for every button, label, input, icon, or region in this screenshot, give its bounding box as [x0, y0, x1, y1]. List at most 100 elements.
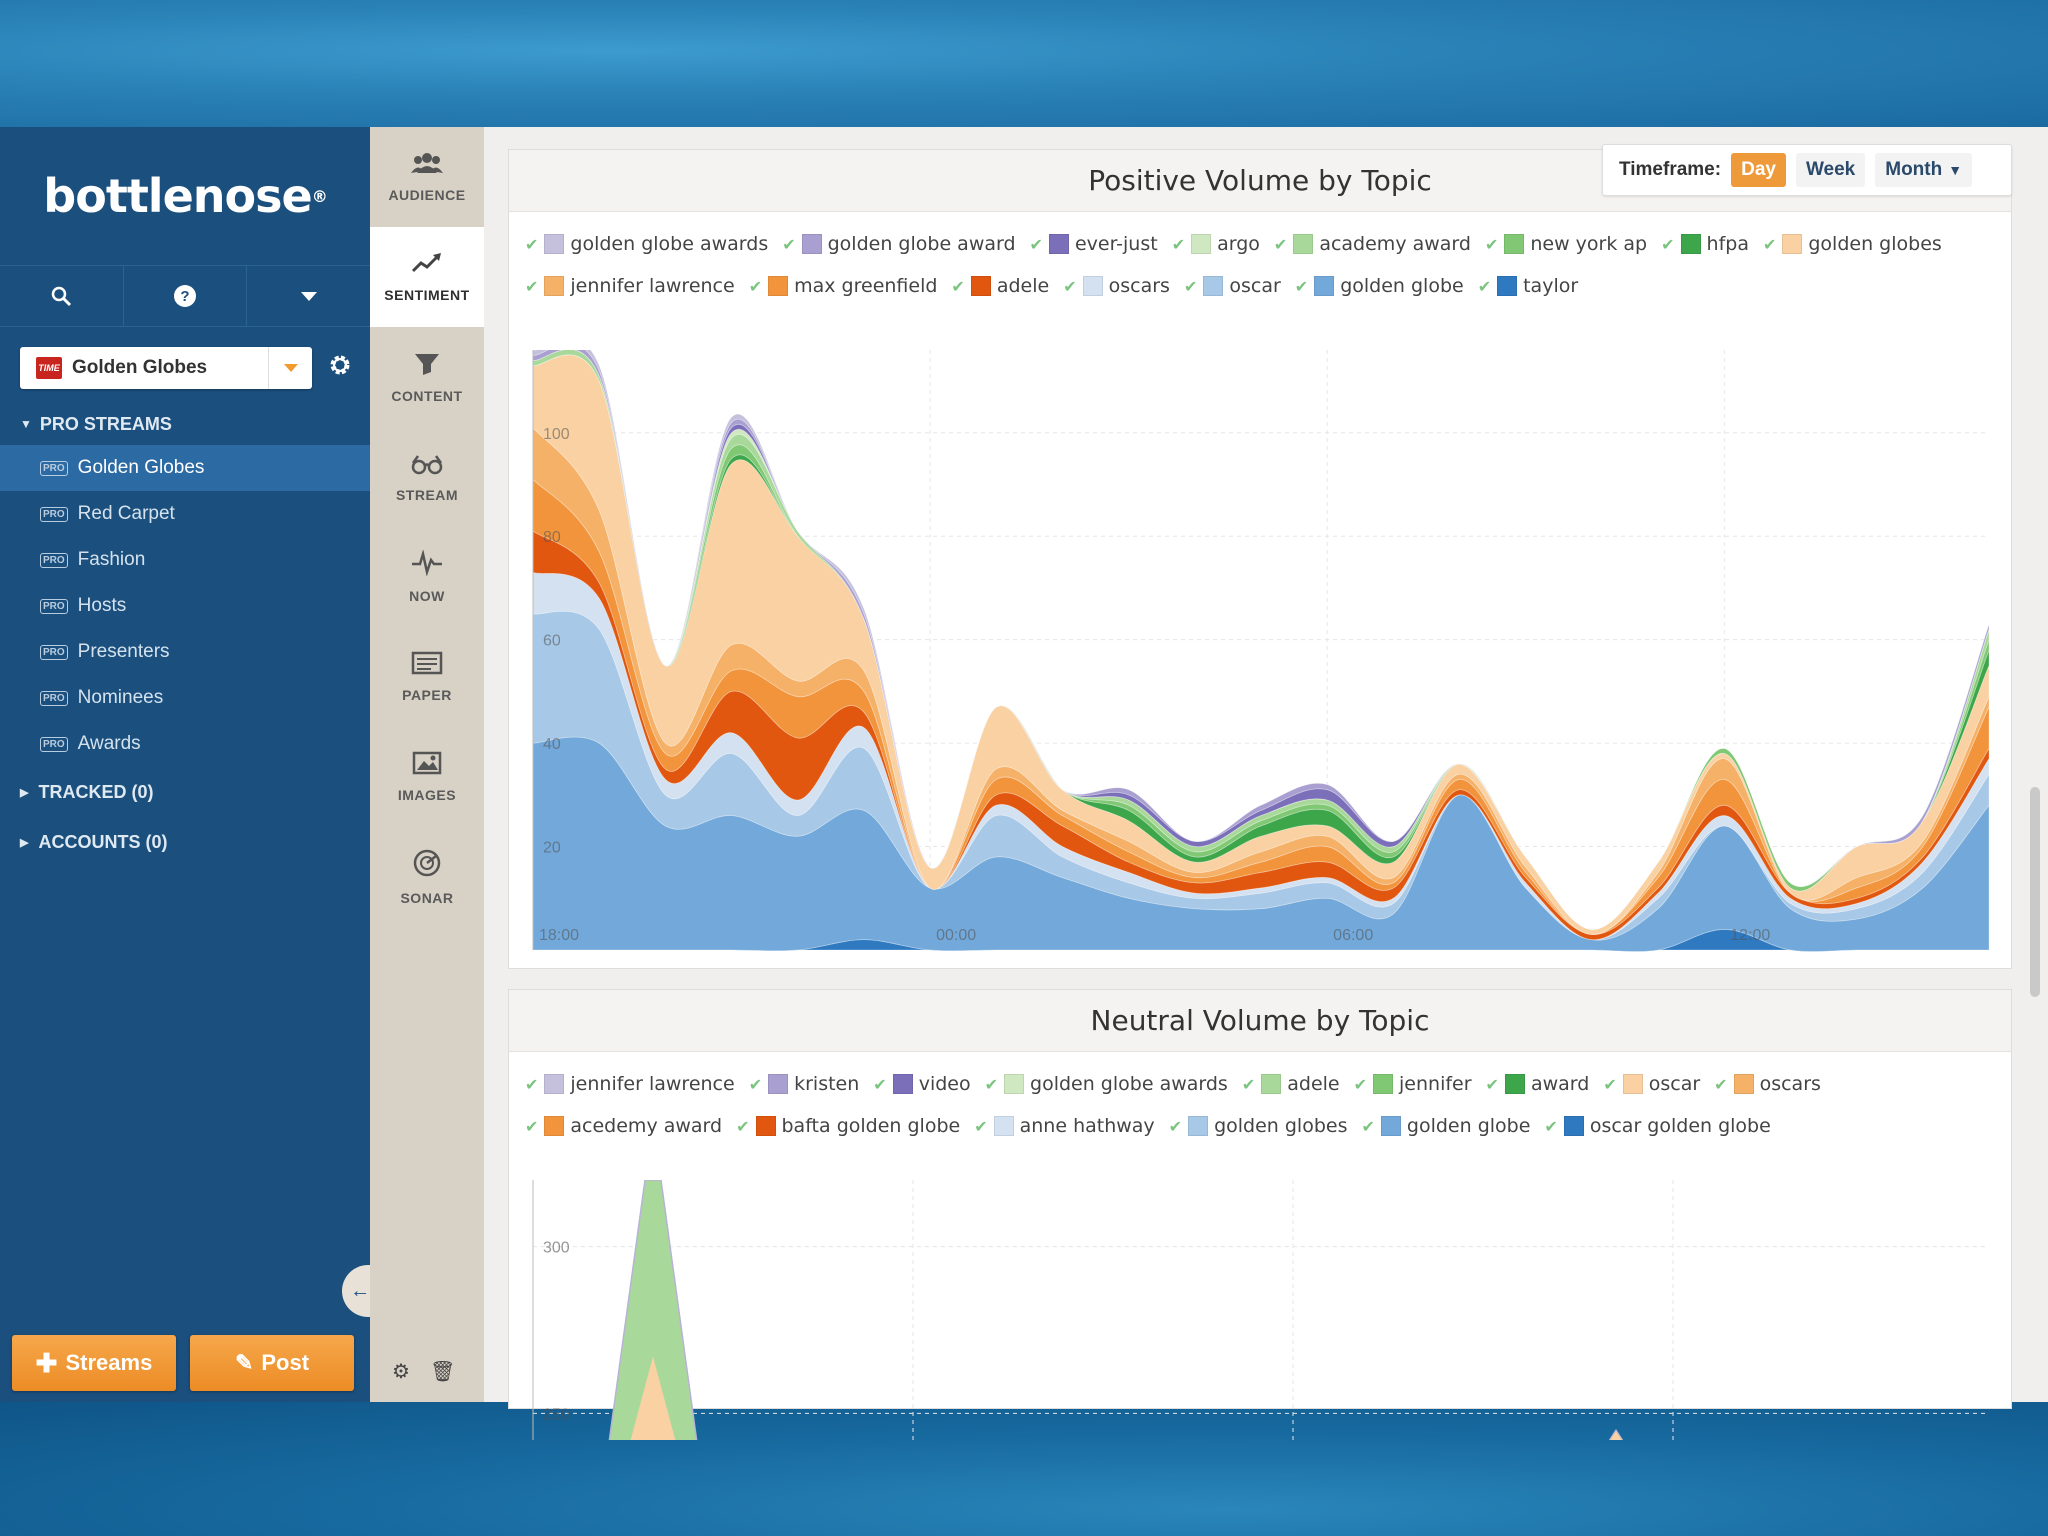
stream-item-nominees[interactable]: PRO Nominees	[0, 675, 370, 721]
triangle-right-icon: ▶	[20, 786, 29, 799]
search-icon[interactable]	[0, 266, 124, 326]
time-logo-icon: TIME	[36, 357, 62, 379]
legend-item[interactable]: ✔ award	[1486, 1070, 1590, 1098]
timeframe-day-button[interactable]: Day	[1731, 153, 1786, 187]
stream-item-awards[interactable]: PRO Awards	[0, 721, 370, 767]
rail-item-now[interactable]: NOW	[370, 527, 484, 627]
legend-swatch	[970, 276, 991, 296]
legend-swatch	[768, 276, 789, 296]
legend-item[interactable]: ✔ anne hathway	[974, 1112, 1154, 1140]
y-tick-label: 100	[543, 426, 570, 443]
legend-item[interactable]: ✔ max greenfield	[749, 272, 938, 300]
x-tick-label: 12:00	[1730, 927, 1770, 944]
legend-item[interactable]: ✔ golden globe	[1295, 272, 1464, 300]
checkmark-icon: ✔	[1171, 234, 1186, 254]
add-streams-button[interactable]: ✚ Streams	[12, 1335, 176, 1391]
stream-dropdown[interactable]: TIME Golden Globes	[20, 347, 312, 389]
x-tick-label: 18:00	[539, 927, 579, 944]
legend-swatch	[1203, 276, 1224, 296]
pro-badge-icon: PRO	[40, 506, 68, 522]
post-button[interactable]: ✎ Post	[190, 1335, 354, 1391]
legend-item[interactable]: ✔ video	[873, 1070, 970, 1098]
checkmark-icon: ✔	[748, 276, 763, 296]
rail-item-sonar[interactable]: SONAR	[370, 827, 484, 927]
legend-label: golden globe awards	[1030, 1073, 1228, 1095]
legend-item[interactable]: ✔ hfpa	[1661, 230, 1749, 258]
rail-item-stream[interactable]: STREAM	[370, 427, 484, 527]
legend-item[interactable]: ✔ jennifer	[1354, 1070, 1472, 1098]
rail-item-content[interactable]: CONTENT	[370, 327, 484, 427]
pro-badge-icon: PRO	[40, 552, 68, 568]
legend-item[interactable]: ✔ adele	[1242, 1070, 1340, 1098]
legend-item[interactable]: ✔ golden globe award	[782, 230, 1015, 258]
positive-area-chart[interactable]: 20 40 60 80 100 18:00 00:00 06:00 12:00	[509, 350, 2013, 970]
bottlenose-logo[interactable]: bottlenose ®	[43, 169, 327, 223]
legend-item[interactable]: ✔ oscar	[1184, 272, 1281, 300]
legend-item[interactable]: ✔ new york ap	[1485, 230, 1647, 258]
legend-item[interactable]: ✔ oscars	[1063, 272, 1170, 300]
help-icon[interactable]: ?	[124, 266, 248, 326]
rail-item-sentiment[interactable]: SENTIMENT	[370, 227, 484, 327]
y-tick-label: 40	[543, 736, 561, 753]
rail-item-paper[interactable]: PAPER	[370, 627, 484, 727]
legend-label: hfpa	[1706, 233, 1749, 255]
legend-item[interactable]: ✔ golden globe awards	[525, 230, 768, 258]
legend-item[interactable]: ✔ argo	[1172, 230, 1260, 258]
stream-item-hosts[interactable]: PRO Hosts	[0, 583, 370, 629]
legend-item[interactable]: ✔ adele	[951, 272, 1049, 300]
accounts-header[interactable]: ▶ ACCOUNTS (0)	[0, 817, 370, 867]
legend-item[interactable]: ✔ oscar	[1603, 1070, 1700, 1098]
svg-text:?: ?	[180, 288, 189, 305]
legend-item[interactable]: ✔ kristen	[749, 1070, 860, 1098]
sentiment-icon	[411, 251, 443, 281]
stream-item-presenters[interactable]: PRO Presenters	[0, 629, 370, 675]
legend-item[interactable]: ✔ acedemy award	[525, 1112, 722, 1140]
pro-streams-header[interactable]: ▼ PRO STREAMS	[0, 403, 370, 445]
stream-dropdown-label: Golden Globes	[72, 357, 208, 378]
legend-item[interactable]: ✔ golden globes	[1763, 230, 1942, 258]
legend-label: golden globe award	[827, 233, 1016, 255]
legend-swatch	[544, 1116, 565, 1136]
legend-item[interactable]: ✔ academy award	[1274, 230, 1471, 258]
legend-item[interactable]: ✔ golden globe awards	[985, 1070, 1228, 1098]
legend-swatch	[1680, 234, 1701, 254]
main-scrollbar[interactable]	[2030, 787, 2040, 997]
y-tick-label: 20	[543, 840, 561, 857]
stream-item-label: Awards	[77, 733, 141, 754]
legend-item[interactable]: ✔ taylor	[1478, 272, 1578, 300]
neutral-area-chart[interactable]: 250 300	[509, 1180, 2013, 1440]
neutral-legend: ✔ jennifer lawrence ✔ kristen ✔ video ✔ golden …	[509, 1052, 2011, 1140]
legend-item[interactable]: ✔ oscars	[1714, 1070, 1821, 1098]
stream-item-red-carpet[interactable]: PRO Red Carpet	[0, 491, 370, 537]
chevron-down-icon[interactable]	[247, 266, 370, 326]
y-tick-label: 60	[543, 633, 561, 650]
tracked-header[interactable]: ▶ TRACKED (0)	[0, 767, 370, 817]
rail-item-images[interactable]: IMAGES	[370, 727, 484, 827]
legend-item[interactable]: ✔ jennifer lawrence	[525, 272, 735, 300]
legend-item[interactable]: ✔ golden globes	[1169, 1112, 1348, 1140]
trash-icon[interactable]: 🗑	[429, 1361, 456, 1383]
gear-icon[interactable]	[328, 353, 352, 384]
positive-legend: ✔ golden globe awards ✔ golden globe award ✔…	[509, 212, 2011, 300]
legend-item[interactable]: ✔ bafta golden globe	[736, 1112, 960, 1140]
rail-item-audience[interactable]: AUDIENCE	[370, 127, 484, 227]
legend-item[interactable]: ✔ oscar golden globe	[1544, 1112, 1770, 1140]
checkmark-icon: ✔	[1241, 1074, 1256, 1094]
settings-gear-icon[interactable]: ⚙	[392, 1361, 410, 1383]
dropdown-caret-icon[interactable]	[268, 347, 312, 389]
stream-item-fashion[interactable]: PRO Fashion	[0, 537, 370, 583]
rail-label: SENTIMENT	[384, 287, 470, 303]
checkmark-icon: ✔	[1029, 234, 1043, 254]
sidebar-toolbar: ?	[0, 265, 370, 327]
rail-label: SONAR	[400, 890, 454, 906]
timeframe-week-button[interactable]: Week	[1795, 153, 1866, 187]
stream-item-golden-globes[interactable]: PRO Golden Globes	[0, 445, 370, 491]
checkmark-icon: ✔	[782, 234, 796, 254]
timeframe-month-button[interactable]: Month ▼	[1875, 153, 1973, 187]
checkmark-icon: ✔	[984, 1074, 999, 1094]
legend-swatch	[1188, 1116, 1209, 1136]
legend-item[interactable]: ✔ golden globe	[1362, 1112, 1531, 1140]
legend-item[interactable]: ✔ jennifer lawrence	[525, 1070, 735, 1098]
legend-item[interactable]: ✔ ever-just	[1030, 230, 1158, 258]
legend-swatch	[1373, 1074, 1394, 1094]
